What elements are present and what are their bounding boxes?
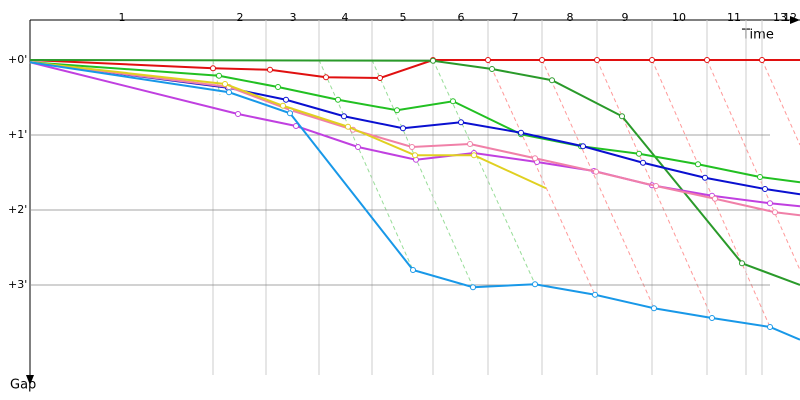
point bbox=[394, 107, 400, 114]
point bbox=[267, 66, 273, 73]
point bbox=[235, 111, 241, 117]
series-line bbox=[29, 61, 800, 208]
point bbox=[471, 152, 477, 159]
point bbox=[450, 98, 456, 105]
y-tick-label: +2' bbox=[8, 203, 27, 216]
point bbox=[757, 174, 763, 180]
point bbox=[412, 152, 418, 159]
dash bbox=[318, 59, 414, 271]
point bbox=[712, 195, 718, 202]
point bbox=[518, 129, 524, 136]
point bbox=[470, 284, 476, 291]
point bbox=[458, 119, 464, 126]
x-tick-label: 2 bbox=[237, 11, 244, 24]
x-tick-label: 6 bbox=[458, 11, 465, 24]
point bbox=[345, 123, 351, 130]
dash bbox=[761, 59, 800, 146]
point bbox=[592, 291, 598, 298]
point bbox=[280, 102, 286, 109]
point bbox=[649, 57, 655, 63]
point bbox=[640, 159, 646, 166]
point bbox=[593, 168, 599, 175]
point bbox=[739, 260, 745, 267]
point bbox=[293, 123, 299, 129]
point bbox=[275, 84, 281, 90]
x-tick-label: 12 bbox=[783, 11, 797, 24]
point bbox=[759, 57, 765, 63]
y-axis-arrow bbox=[26, 375, 34, 385]
point bbox=[549, 77, 555, 84]
dash bbox=[596, 59, 713, 319]
point bbox=[580, 143, 586, 150]
point bbox=[222, 81, 228, 87]
point bbox=[377, 75, 383, 81]
point bbox=[653, 183, 659, 189]
x-tick-label: 5 bbox=[400, 11, 407, 24]
y-tick-label: +0' bbox=[8, 53, 27, 66]
x-tick-label: 13 bbox=[773, 11, 787, 24]
point bbox=[355, 144, 361, 150]
point bbox=[430, 57, 436, 64]
y-axis-label: Gap bbox=[10, 378, 36, 393]
x-tick-label: 1 bbox=[119, 11, 126, 24]
x-axis-label: Time bbox=[741, 28, 774, 43]
x-axis-arrow bbox=[790, 16, 800, 24]
y-tick-label: +3' bbox=[8, 278, 27, 291]
point bbox=[539, 57, 545, 63]
point bbox=[210, 65, 216, 72]
x-tick-label: 9 bbox=[622, 11, 629, 24]
dash bbox=[706, 59, 800, 271]
point bbox=[532, 281, 538, 288]
point bbox=[772, 209, 778, 216]
dash bbox=[541, 59, 655, 309]
point bbox=[409, 144, 415, 150]
point bbox=[485, 57, 491, 63]
dash bbox=[432, 59, 536, 285]
point bbox=[709, 315, 715, 321]
point bbox=[287, 110, 293, 117]
x-tick-label: 10 bbox=[672, 11, 686, 24]
point bbox=[400, 125, 406, 132]
point bbox=[651, 305, 657, 312]
point bbox=[704, 57, 710, 63]
point bbox=[767, 324, 773, 330]
point bbox=[216, 72, 222, 79]
point bbox=[323, 74, 329, 81]
point bbox=[467, 141, 473, 147]
point bbox=[341, 113, 347, 120]
series-line bbox=[29, 61, 800, 217]
point bbox=[335, 96, 341, 103]
dash bbox=[371, 59, 474, 288]
point bbox=[636, 150, 642, 157]
point bbox=[594, 57, 600, 63]
dash bbox=[212, 59, 221, 96]
point bbox=[619, 113, 625, 120]
point bbox=[762, 186, 768, 192]
point bbox=[283, 96, 289, 103]
x-tick-label: 8 bbox=[567, 11, 574, 24]
series-line bbox=[29, 61, 800, 341]
point bbox=[695, 161, 701, 168]
point bbox=[410, 267, 416, 273]
x-tick-label: 7 bbox=[512, 11, 519, 24]
point bbox=[767, 200, 773, 207]
point bbox=[226, 89, 232, 96]
point bbox=[532, 155, 538, 162]
series-line bbox=[29, 61, 800, 196]
x-tick-label: 3 bbox=[290, 11, 297, 24]
x-tick-label: 4 bbox=[342, 11, 349, 24]
x-tick-label: 11 bbox=[727, 11, 741, 24]
y-tick-label: +1' bbox=[8, 128, 27, 141]
point bbox=[489, 66, 495, 72]
series-line bbox=[29, 61, 800, 184]
point bbox=[702, 174, 708, 181]
